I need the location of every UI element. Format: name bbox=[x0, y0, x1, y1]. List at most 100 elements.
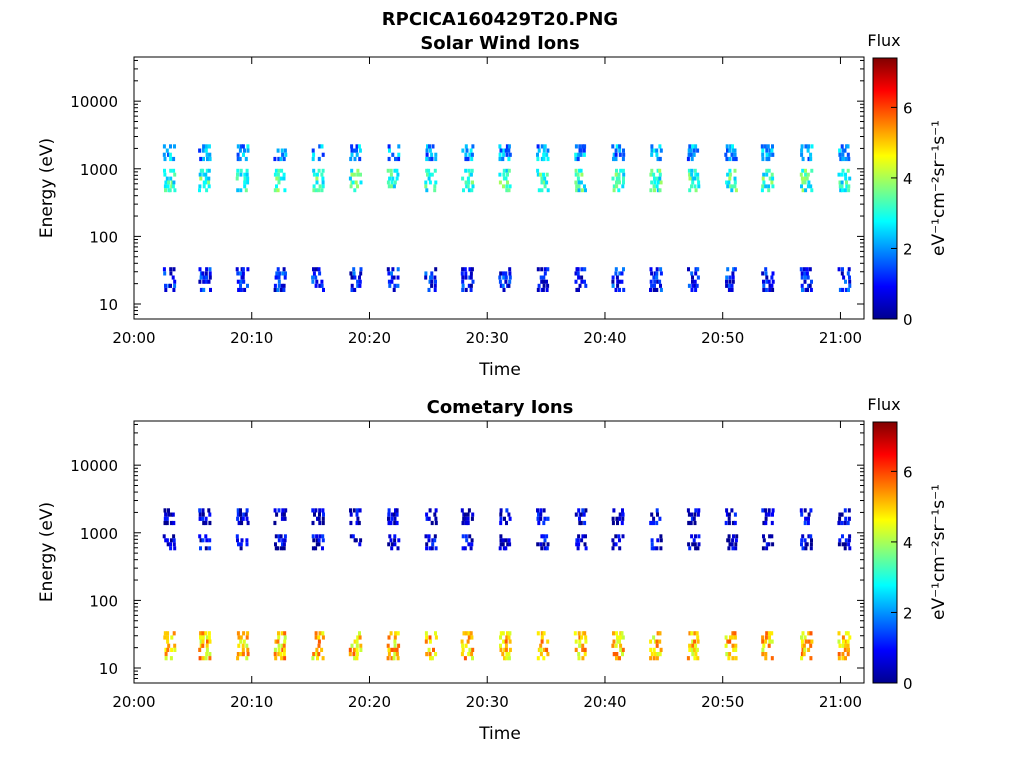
heatmap-cell bbox=[658, 639, 662, 644]
heatmap-cell bbox=[810, 168, 814, 173]
heatmap-cell bbox=[803, 176, 807, 181]
heatmap-cell bbox=[578, 144, 582, 149]
heatmap-cell bbox=[466, 184, 470, 189]
heatmap-cells bbox=[162, 144, 852, 292]
heatmap-cell bbox=[464, 152, 468, 157]
heatmap-cell bbox=[172, 542, 176, 547]
heatmap-cell bbox=[690, 156, 694, 162]
heatmap-cell bbox=[691, 643, 695, 648]
heatmap-cell bbox=[237, 635, 241, 640]
heatmap-cell bbox=[652, 635, 656, 640]
heatmap-cell bbox=[198, 508, 202, 513]
heatmap-cell bbox=[615, 168, 618, 173]
heatmap-cell bbox=[730, 152, 734, 157]
heatmap-cell bbox=[731, 144, 734, 149]
heatmap-cell bbox=[727, 512, 731, 517]
heatmap-cell bbox=[238, 148, 242, 153]
heatmap-cell bbox=[236, 144, 240, 149]
heatmap-cell bbox=[240, 538, 244, 543]
heatmap-cell bbox=[321, 168, 325, 173]
heatmap-cell bbox=[846, 643, 850, 648]
heatmap-cell bbox=[321, 152, 325, 157]
heatmap-cell bbox=[808, 267, 812, 272]
heatmap-cell bbox=[761, 156, 765, 162]
heatmap-cell bbox=[536, 542, 540, 547]
heatmap-cell bbox=[618, 152, 622, 157]
heatmap-cell bbox=[353, 287, 357, 292]
heatmap-cell bbox=[282, 512, 286, 517]
heatmap-cell bbox=[508, 275, 512, 280]
heatmap-cell bbox=[283, 631, 287, 636]
heatmap-cell bbox=[198, 188, 201, 193]
heatmap-cell bbox=[240, 520, 244, 526]
heatmap-cell bbox=[393, 635, 397, 640]
heatmap-cell bbox=[734, 656, 738, 661]
heatmap-cell bbox=[655, 639, 659, 644]
heatmap-cell bbox=[838, 643, 842, 648]
heatmap-cell bbox=[393, 538, 397, 543]
heatmap-cell bbox=[464, 643, 468, 648]
heatmap-cell bbox=[208, 538, 212, 543]
heatmap-cell bbox=[241, 516, 245, 521]
heatmap-cell bbox=[614, 534, 618, 539]
heatmap-cell bbox=[282, 176, 286, 181]
heatmap-cell bbox=[320, 647, 324, 652]
heatmap-cell bbox=[694, 287, 698, 292]
heatmap-cell bbox=[690, 516, 694, 521]
heatmap-cell bbox=[802, 643, 806, 648]
heatmap-cell bbox=[315, 172, 319, 177]
heatmap-cell bbox=[579, 512, 583, 517]
heatmap-cell bbox=[239, 188, 243, 193]
heatmap-cell bbox=[390, 279, 394, 284]
heatmap-cell bbox=[273, 188, 277, 193]
heatmap-cell bbox=[653, 180, 657, 185]
heatmap-cell bbox=[764, 508, 767, 513]
heatmap-cell bbox=[318, 144, 322, 149]
heatmap-cell bbox=[427, 287, 431, 292]
heatmap-cell bbox=[767, 512, 771, 517]
heatmap-cell bbox=[843, 148, 847, 153]
heatmap-cell bbox=[690, 184, 693, 189]
heatmap-cell bbox=[352, 267, 356, 272]
heatmap-cell bbox=[581, 647, 585, 652]
heatmap-cell bbox=[691, 180, 695, 185]
heatmap-cell bbox=[237, 542, 240, 547]
heatmap-cell bbox=[204, 656, 208, 661]
heatmap-cell bbox=[283, 635, 287, 640]
heatmap-cell bbox=[173, 546, 177, 551]
heatmap-cell bbox=[612, 652, 616, 657]
heatmap-cell bbox=[317, 635, 321, 640]
heatmap-cell bbox=[433, 275, 437, 280]
heatmap-cell bbox=[321, 516, 325, 521]
heatmap-cell bbox=[546, 652, 550, 657]
heatmap-cell bbox=[506, 542, 510, 547]
heatmap-cell bbox=[239, 635, 243, 640]
heatmap-cell bbox=[620, 271, 624, 276]
heatmap-cell bbox=[688, 631, 692, 636]
heatmap-cell bbox=[163, 635, 167, 640]
heatmap-cell bbox=[425, 168, 429, 173]
heatmap-cell bbox=[806, 275, 810, 280]
heatmap-cell bbox=[311, 546, 315, 551]
heatmap-cell bbox=[696, 635, 700, 640]
heatmap-cell bbox=[659, 647, 663, 652]
colorbar-tick-label: 0 bbox=[903, 675, 913, 693]
heatmap-cell bbox=[697, 534, 701, 539]
heatmap-cell bbox=[312, 271, 316, 276]
heatmap-cell bbox=[501, 652, 505, 657]
heatmap-cell bbox=[202, 172, 206, 177]
heatmap-cell bbox=[388, 176, 392, 181]
x-tick-label: 21:00 bbox=[819, 329, 862, 347]
heatmap-cell bbox=[351, 180, 355, 185]
colorbar-tick-label: 0 bbox=[903, 311, 913, 329]
heatmap-cell bbox=[760, 188, 764, 193]
heatmap-cell bbox=[728, 275, 732, 280]
heatmap-cell bbox=[169, 656, 173, 661]
heatmap-cell bbox=[498, 156, 502, 162]
heatmap-cell bbox=[165, 520, 169, 526]
heatmap-cell bbox=[809, 508, 813, 513]
heatmap-cell bbox=[239, 144, 243, 149]
heatmap-cell bbox=[462, 188, 465, 193]
